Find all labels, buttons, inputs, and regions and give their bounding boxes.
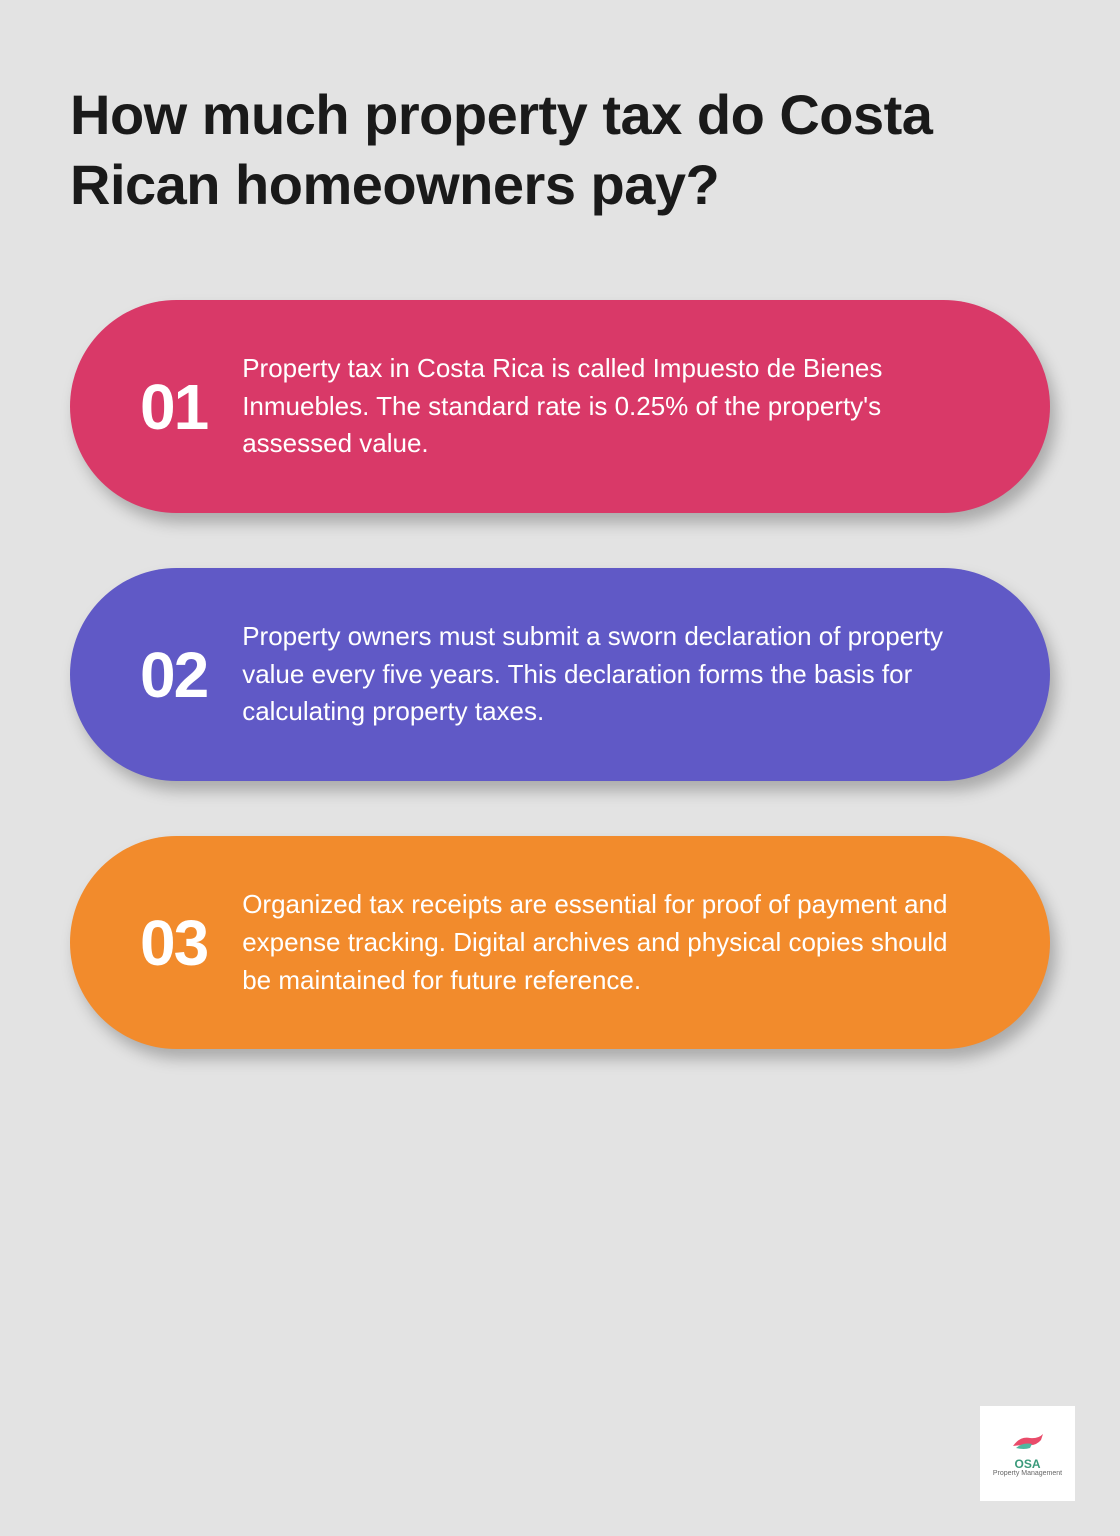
card-text-1: Property tax in Costa Rica is called Imp… [242,350,980,463]
card-number-2: 02 [140,638,207,712]
page-title: How much property tax do Costa Rican hom… [70,80,1050,220]
info-card-1: 01 Property tax in Costa Rica is called … [70,300,1050,513]
card-text-2: Property owners must submit a sworn decl… [242,618,980,731]
info-card-3: 03 Organized tax receipts are essential … [70,836,1050,1049]
info-card-2: 02 Property owners must submit a sworn d… [70,568,1050,781]
brand-logo: OSA Property Management [980,1406,1075,1501]
card-number-3: 03 [140,906,207,980]
logo-brand-text: OSA [1014,1458,1040,1470]
card-text-3: Organized tax receipts are essential for… [242,886,980,999]
card-number-1: 01 [140,370,207,444]
logo-subtitle-text: Property Management [993,1470,1062,1478]
logo-bird-icon [1008,1428,1048,1456]
